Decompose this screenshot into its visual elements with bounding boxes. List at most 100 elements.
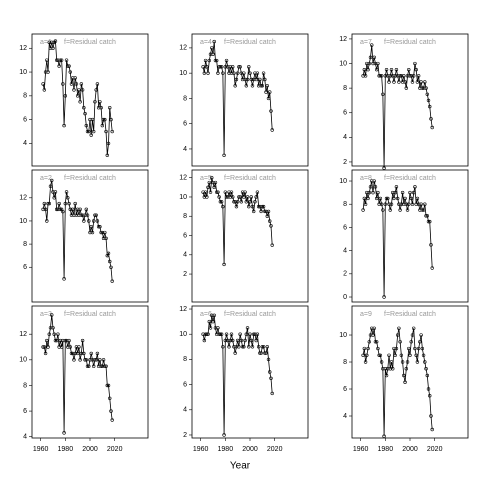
point [93, 213, 97, 217]
y-tick-label: 8 [343, 201, 347, 208]
point [67, 338, 71, 343]
point [371, 61, 375, 66]
y-tick-label: 10 [179, 331, 187, 338]
y-tick-label: 8 [183, 356, 187, 363]
point [392, 196, 396, 201]
y-tick-label: 0 [343, 294, 347, 301]
point [211, 52, 215, 56]
point [46, 201, 50, 206]
point [106, 141, 111, 146]
point [419, 333, 423, 337]
point [405, 74, 410, 78]
point [248, 332, 252, 336]
point [261, 71, 266, 75]
point [75, 207, 80, 212]
point [61, 338, 65, 343]
point [367, 340, 371, 344]
point [395, 333, 400, 337]
point [224, 195, 229, 199]
point [254, 195, 258, 199]
point [80, 338, 85, 343]
point [223, 65, 228, 69]
point [383, 74, 388, 78]
point [400, 360, 405, 364]
point [71, 351, 75, 356]
point [386, 367, 390, 371]
point [416, 74, 421, 78]
point [100, 364, 105, 368]
point [418, 86, 422, 90]
point [362, 67, 367, 72]
point [216, 190, 220, 194]
point [46, 345, 50, 349]
point [89, 225, 93, 229]
point [79, 213, 84, 217]
y-tick-label: 10 [339, 60, 347, 67]
point [252, 332, 256, 336]
point [74, 82, 79, 86]
point [68, 70, 72, 74]
point [394, 346, 399, 351]
point [258, 351, 262, 355]
point [219, 65, 224, 69]
point [222, 433, 226, 437]
point [234, 345, 239, 349]
series-line [202, 41, 273, 156]
panel-frame [31, 305, 149, 439]
point [395, 196, 400, 201]
point [368, 333, 373, 337]
panel-subtitle: f=Residual catch [384, 39, 436, 46]
point [402, 74, 406, 78]
point [57, 64, 61, 68]
point [88, 230, 92, 235]
x-tick-label: 2000 [402, 446, 418, 453]
point [412, 326, 416, 330]
y-tick-label: 4 [343, 413, 347, 420]
point [376, 190, 380, 195]
point [62, 123, 66, 128]
point [110, 418, 114, 422]
point [426, 219, 431, 224]
point [379, 74, 384, 78]
point [73, 351, 77, 356]
point [108, 396, 112, 400]
point [424, 367, 428, 371]
point [224, 332, 229, 336]
series-line [362, 180, 433, 298]
point [260, 345, 265, 349]
point [363, 360, 368, 364]
point [208, 190, 213, 194]
point [233, 200, 237, 204]
point [263, 77, 267, 82]
point [233, 84, 237, 88]
point [265, 345, 269, 349]
point [409, 196, 413, 201]
point [52, 332, 56, 336]
point [404, 86, 408, 90]
point [229, 332, 234, 336]
point [62, 277, 66, 281]
point [376, 346, 380, 351]
point [418, 208, 422, 212]
point [61, 82, 65, 86]
point [51, 46, 55, 50]
point [47, 201, 51, 206]
point [74, 345, 79, 349]
point [64, 338, 69, 343]
point [69, 351, 74, 356]
point [108, 259, 112, 264]
point [384, 196, 389, 201]
point [42, 88, 47, 92]
point [226, 195, 230, 199]
point [96, 364, 101, 368]
point [363, 202, 368, 206]
point [218, 332, 223, 336]
point [96, 106, 101, 110]
point [45, 58, 49, 62]
point [377, 74, 381, 78]
point [379, 202, 384, 206]
point [42, 201, 47, 206]
point [239, 338, 244, 343]
point [101, 117, 106, 122]
